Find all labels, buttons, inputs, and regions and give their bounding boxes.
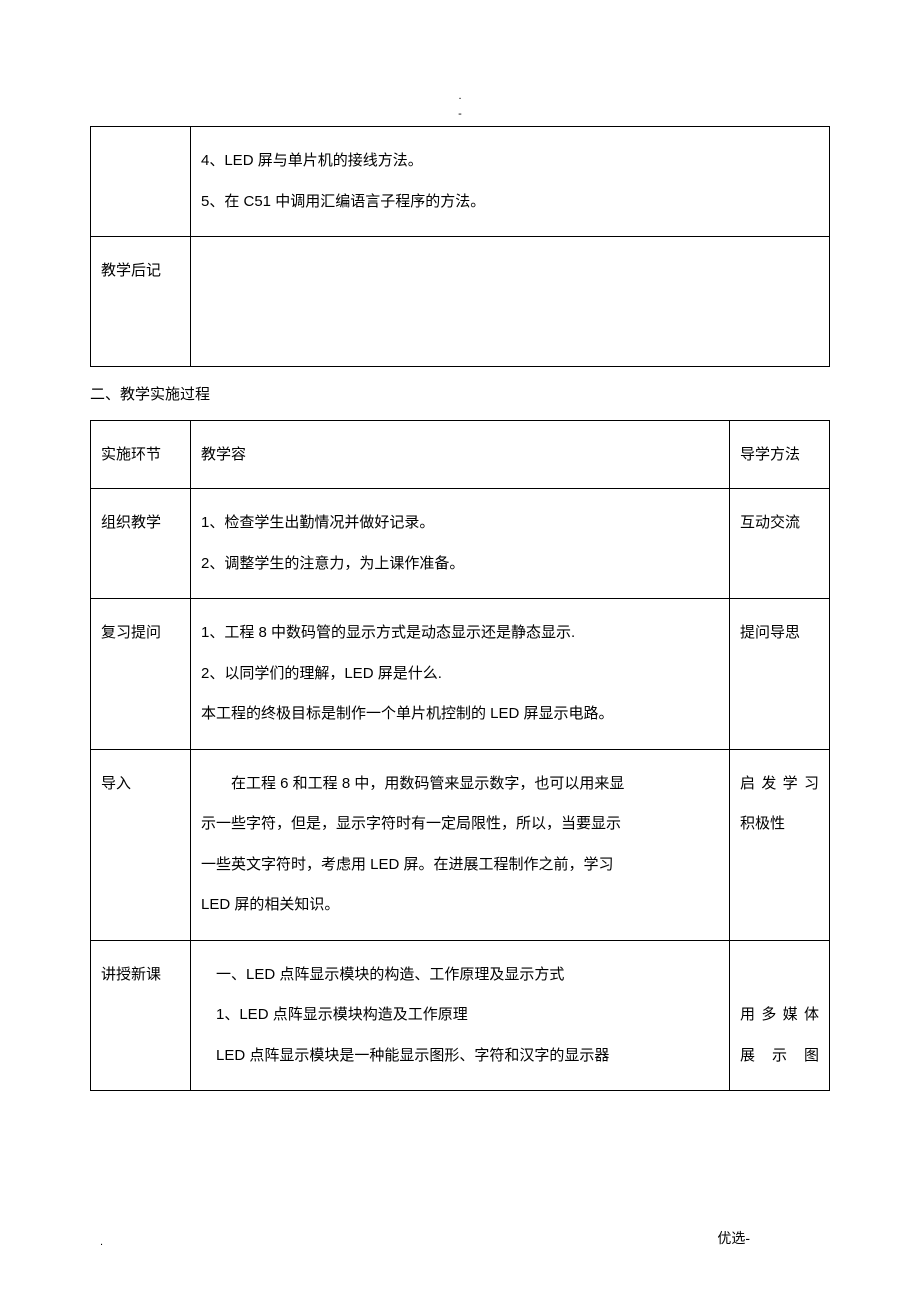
text-line: 在工程 6 和工程 8 中，用数码管来显示数字，也可以用来显 bbox=[201, 764, 719, 805]
text-line: 示一些字符，但是，显示字符时有一定局限性，所以，当要显示 bbox=[201, 804, 719, 845]
table-row: 教学后记 bbox=[91, 237, 830, 367]
text-line: 用 多 媒 体 bbox=[740, 995, 819, 1036]
table-row: 讲授新课 一、LED 点阵显示模块的构造、工作原理及显示方式 1、LED 点阵显… bbox=[91, 940, 830, 1091]
cell-intro-method: 启 发 学 习 积极性 bbox=[730, 749, 830, 940]
table-process: 实施环节 教学容 导学方法 组织教学 1、检查学生出勤情况并做好记录。 2、调整… bbox=[90, 420, 830, 1091]
text-line: 1、检查学生出勤情况并做好记录。 bbox=[201, 503, 719, 544]
text-line: 启 发 学 习 bbox=[740, 764, 819, 805]
table-row: 实施环节 教学容 导学方法 bbox=[91, 421, 830, 489]
cell-lecture-method: 用 多 媒 体 展 示 图 bbox=[730, 940, 830, 1091]
text-line: 2、调整学生的注意力，为上课作准备。 bbox=[201, 544, 719, 585]
table-row: 复习提问 1、工程 8 中数码管的显示方式是动态显示还是静态显示. 2、以同学们… bbox=[91, 599, 830, 750]
cell-lecture-content: 一、LED 点阵显示模块的构造、工作原理及显示方式 1、LED 点阵显示模块构造… bbox=[191, 940, 730, 1091]
cell-review-content: 1、工程 8 中数码管的显示方式是动态显示还是静态显示. 2、以同学们的理解，L… bbox=[191, 599, 730, 750]
cell-header-c1: 实施环节 bbox=[91, 421, 191, 489]
table-row: 组织教学 1、检查学生出勤情况并做好记录。 2、调整学生的注意力，为上课作准备。… bbox=[91, 489, 830, 599]
header-dot: . bbox=[90, 90, 830, 102]
table-row: 导入 在工程 6 和工程 8 中，用数码管来显示数字，也可以用来显 示一些字符，… bbox=[91, 749, 830, 940]
cell-methods: 4、LED 屏与单片机的接线方法。 5、在 C51 中调用汇编语言子程序的方法。 bbox=[191, 127, 830, 237]
cell-org-label: 组织教学 bbox=[91, 489, 191, 599]
header-bar: - bbox=[90, 108, 830, 120]
footer-right: 优选- bbox=[717, 1228, 750, 1248]
cell-intro-label: 导入 bbox=[91, 749, 191, 940]
text-line: LED 点阵显示模块是一种能显示图形、字符和汉字的显示器 bbox=[201, 1036, 719, 1077]
cell-review-method: 提问导思 bbox=[730, 599, 830, 750]
cell-lecture-label: 讲授新课 bbox=[91, 940, 191, 1091]
text-line: 积极性 bbox=[740, 804, 819, 845]
table-summary: 4、LED 屏与单片机的接线方法。 5、在 C51 中调用汇编语言子程序的方法。… bbox=[90, 126, 830, 367]
text-line: LED 屏的相关知识。 bbox=[201, 885, 719, 926]
cell-org-method: 互动交流 bbox=[730, 489, 830, 599]
table-row: 4、LED 屏与单片机的接线方法。 5、在 C51 中调用汇编语言子程序的方法。 bbox=[91, 127, 830, 237]
section-heading: 二、教学实施过程 bbox=[90, 367, 830, 420]
cell-postnote-label: 教学后记 bbox=[91, 237, 191, 367]
cell-postnote-content bbox=[191, 237, 830, 367]
text-line: 1、LED 点阵显示模块构造及工作原理 bbox=[201, 995, 719, 1036]
cell-org-content: 1、检查学生出勤情况并做好记录。 2、调整学生的注意力，为上课作准备。 bbox=[191, 489, 730, 599]
text-line: 展 示 图 bbox=[740, 1036, 819, 1077]
footer-left: . bbox=[100, 1236, 103, 1248]
text-line: 本工程的终极目标是制作一个单片机控制的 LED 屏显示电路。 bbox=[201, 694, 719, 735]
text-line: 5、在 C51 中调用汇编语言子程序的方法。 bbox=[201, 182, 819, 223]
text-line: 4、LED 屏与单片机的接线方法。 bbox=[201, 141, 819, 182]
text-line: 2、以同学们的理解，LED 屏是什么. bbox=[201, 654, 719, 695]
cell-intro-content: 在工程 6 和工程 8 中，用数码管来显示数字，也可以用来显 示一些字符，但是，… bbox=[191, 749, 730, 940]
text-line: 一些英文字符时，考虑用 LED 屏。在进展工程制作之前，学习 bbox=[201, 845, 719, 886]
text-line: 一、LED 点阵显示模块的构造、工作原理及显示方式 bbox=[201, 955, 719, 996]
text-line bbox=[740, 955, 819, 996]
cell-review-label: 复习提问 bbox=[91, 599, 191, 750]
cell-header-c2: 教学容 bbox=[191, 421, 730, 489]
text-line: 1、工程 8 中数码管的显示方式是动态显示还是静态显示. bbox=[201, 613, 719, 654]
cell-empty-label bbox=[91, 127, 191, 237]
cell-header-c3: 导学方法 bbox=[730, 421, 830, 489]
